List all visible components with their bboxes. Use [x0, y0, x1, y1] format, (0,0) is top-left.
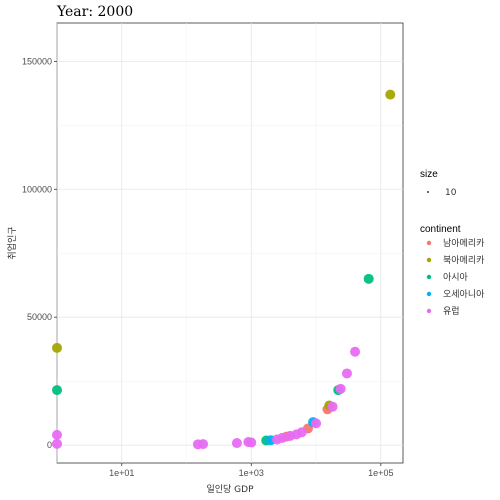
data-point [52, 438, 62, 449]
x-tick-label: 1e+03 [239, 468, 264, 478]
legend-item: 남아메리카 [426, 238, 484, 249]
legend-swatch [426, 240, 432, 246]
x-axis-title: 일인당 GDP [206, 484, 254, 495]
legend-label: 아시아 [443, 272, 469, 283]
size-legend-symbol [427, 191, 429, 193]
color-legend-title: continent [420, 224, 461, 235]
data-point [350, 346, 361, 357]
legend-label: 북아메리카 [443, 255, 484, 266]
legend-item: 북아메리카 [426, 255, 484, 266]
data-point [363, 273, 374, 284]
legend-swatch [426, 291, 432, 297]
y-axis-title: 취업인구 [7, 226, 18, 259]
data-point [341, 368, 352, 379]
legend-item: 오세아니아 [426, 289, 485, 300]
data-point [327, 401, 338, 412]
data-points [52, 89, 396, 450]
legend-item: 아시아 [426, 272, 469, 283]
legend-label: 유럽 [443, 306, 460, 317]
legend-label: 남아메리카 [443, 238, 484, 249]
y-tick-label: 150000 [22, 56, 52, 66]
data-point [246, 437, 257, 448]
data-point [52, 385, 62, 396]
data-point [198, 439, 209, 450]
legend-swatch [426, 257, 432, 263]
legend-swatch [426, 274, 432, 280]
data-point [231, 438, 242, 449]
y-tick-label: 50000 [27, 312, 52, 322]
x-tick-label: 1e+01 [109, 468, 134, 478]
size-legend-label: 10 [445, 188, 457, 198]
data-point [296, 427, 307, 438]
y-tick-label: 0 [47, 440, 52, 450]
x-axis-ticks: 1e+01 1e+03 1e+05 [109, 463, 393, 478]
data-point [277, 432, 288, 443]
data-point [52, 429, 62, 440]
data-point [335, 383, 346, 394]
legend-swatch [426, 308, 432, 314]
data-point [311, 418, 322, 429]
plot-panel [56, 22, 404, 464]
size-legend-title: size [420, 169, 438, 180]
legend-item: 유럽 [426, 306, 460, 317]
chart-title: Year: 2000 [56, 4, 133, 20]
data-point [52, 342, 62, 353]
x-tick-label: 1e+05 [368, 468, 393, 478]
size-legend: size 10 [420, 169, 457, 198]
y-tick-label: 100000 [22, 184, 52, 194]
grid-lines [56, 23, 403, 463]
legend-label: 오세아니아 [443, 289, 485, 300]
data-point [385, 89, 396, 100]
